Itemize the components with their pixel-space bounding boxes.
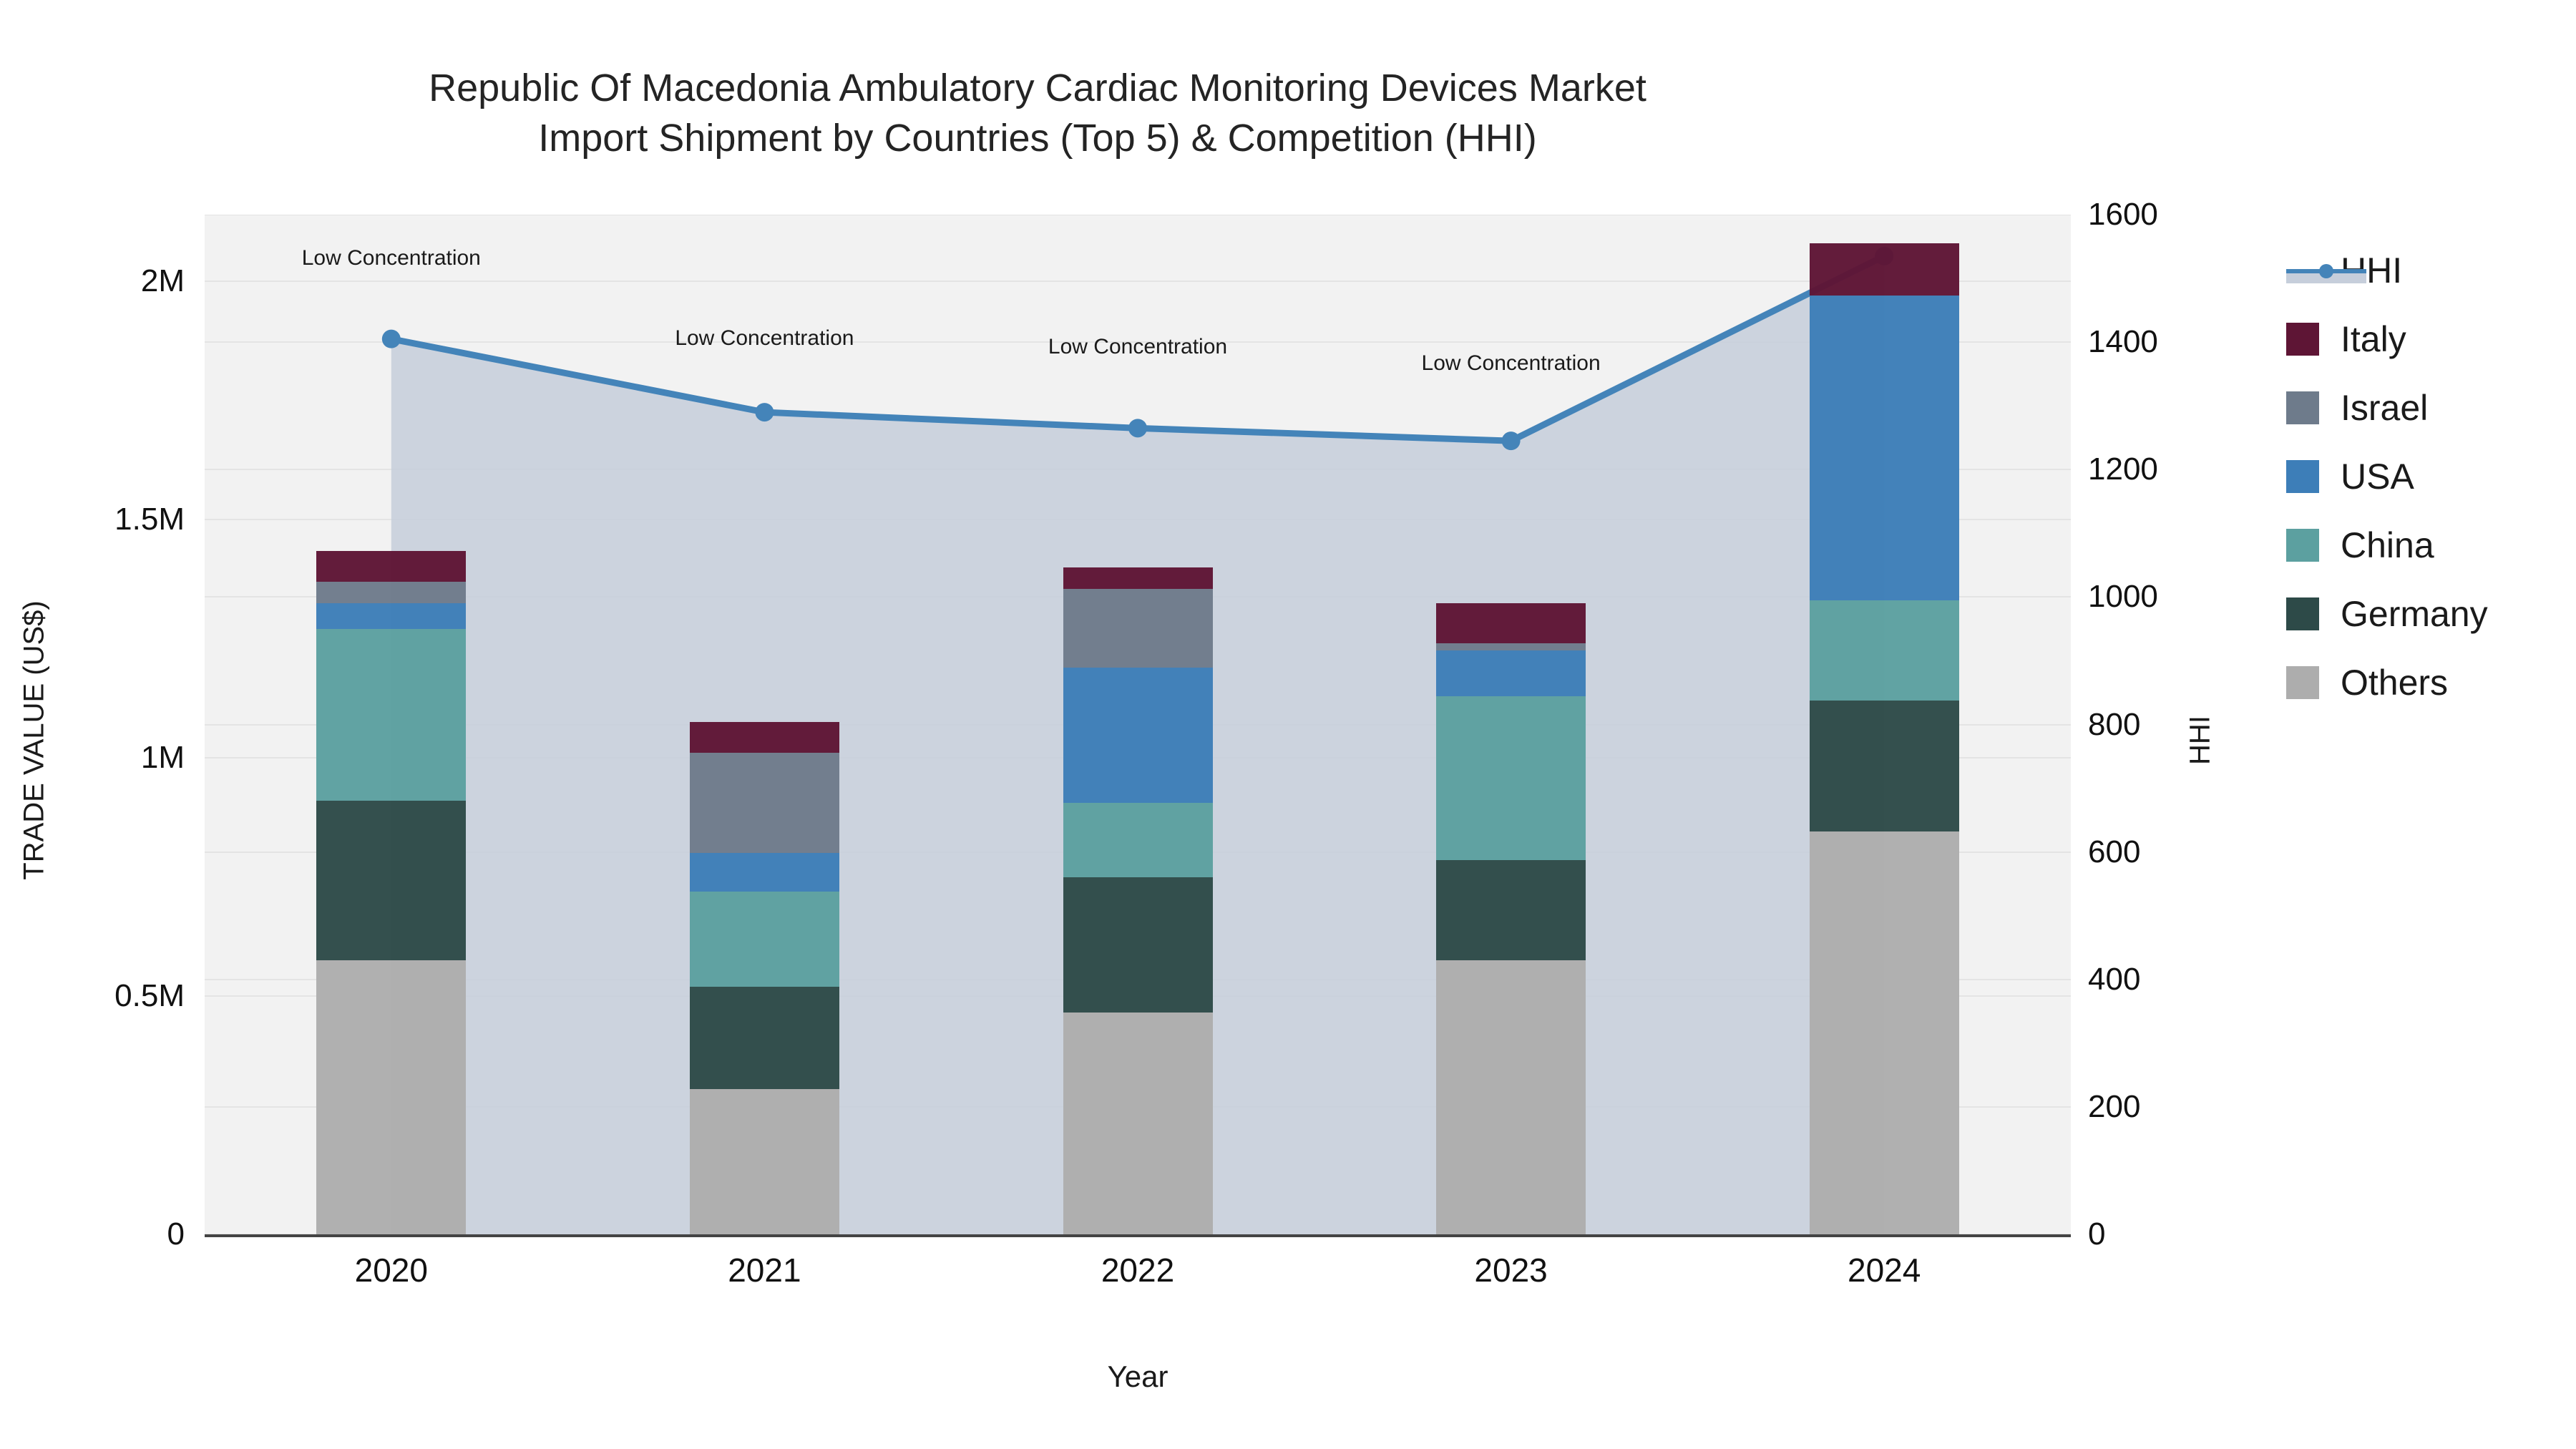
- bar-segment-usa[interactable]: [1436, 650, 1586, 696]
- legend-item-others[interactable]: Others: [2286, 648, 2572, 717]
- legend-line-icon: [2286, 254, 2366, 287]
- legend-swatch-icon: [2286, 391, 2319, 424]
- bar-segment-germany[interactable]: [689, 986, 839, 1089]
- hhi-marker: [1501, 431, 1521, 451]
- legend-swatch-icon: [2286, 597, 2319, 630]
- bar-segment-usa[interactable]: [689, 853, 839, 892]
- y-right-tick: 400: [2088, 961, 2141, 997]
- x-tick-2020: 2020: [354, 1252, 428, 1289]
- y-left-tick: 1.5M: [114, 502, 185, 537]
- bar-segment-others[interactable]: [1436, 960, 1586, 1234]
- y-left-tick: 0: [167, 1216, 185, 1252]
- bar-stack-2022[interactable]: [1063, 567, 1213, 1234]
- y-right-tick: 1600: [2088, 197, 2158, 232]
- legend-swatch-icon: [2286, 323, 2319, 356]
- bar-segment-others[interactable]: [689, 1088, 839, 1234]
- legend-swatch-icon: [2286, 666, 2319, 699]
- hhi-annotation-2021: Low Concentration: [675, 326, 854, 351]
- legend-label: USA: [2341, 457, 2414, 497]
- bar-segment-others[interactable]: [1809, 831, 1959, 1234]
- bar-segment-israel[interactable]: [316, 581, 467, 603]
- bar-segment-italy[interactable]: [1063, 567, 1213, 589]
- gridline: [205, 280, 2071, 283]
- page-title: Republic Of Macedonia Ambulatory Cardiac…: [429, 67, 1646, 160]
- y-right-tick: 800: [2088, 706, 2141, 742]
- bar-segment-germany[interactable]: [1436, 860, 1586, 961]
- hhi-marker: [1128, 419, 1147, 438]
- hhi-marker: [381, 329, 401, 348]
- bar-stack-2024[interactable]: [1809, 243, 1959, 1234]
- bar-segment-usa[interactable]: [1063, 667, 1213, 804]
- bar-segment-others[interactable]: [1063, 1013, 1213, 1234]
- legend: HHI Italy Israel USA China Germany Others: [2286, 236, 2572, 717]
- hhi-annotation-2022: Low Concentration: [1048, 335, 1228, 359]
- y-right-tick: 1400: [2088, 324, 2158, 360]
- hhi-annotation-2020: Low Concentration: [301, 245, 481, 270]
- legend-item-italy[interactable]: Italy: [2286, 305, 2572, 374]
- legend-label: Germany: [2341, 594, 2488, 634]
- bar-segment-usa[interactable]: [316, 602, 467, 630]
- legend-item-china[interactable]: China: [2286, 511, 2572, 580]
- y-left-tick: 1M: [140, 740, 185, 776]
- x-axis-title: Year: [1107, 1360, 1169, 1393]
- y-axis-right-title: HHI: [2184, 716, 2216, 765]
- bar-segment-israel[interactable]: [1063, 588, 1213, 668]
- bar-stack-2020[interactable]: [316, 550, 467, 1234]
- bar-segment-italy[interactable]: [316, 550, 467, 582]
- bar-segment-germany[interactable]: [1063, 877, 1213, 1013]
- legend-label: Others: [2341, 663, 2449, 703]
- legend-item-israel[interactable]: Israel: [2286, 374, 2572, 442]
- legend-item-usa[interactable]: USA: [2286, 442, 2572, 511]
- bar-segment-china[interactable]: [1436, 696, 1586, 861]
- x-tick-2023: 2023: [1474, 1252, 1548, 1289]
- y-right-tick: 1200: [2088, 452, 2158, 487]
- y-right-tick: 0: [2088, 1216, 2106, 1252]
- bar-segment-china[interactable]: [1063, 803, 1213, 877]
- y-right-tick: 600: [2088, 834, 2141, 869]
- bar-segment-china[interactable]: [316, 629, 467, 801]
- bar-segment-italy[interactable]: [689, 722, 839, 753]
- y-right-tick: 1000: [2088, 579, 2158, 615]
- legend-swatch-icon: [2286, 529, 2319, 562]
- bar-segment-usa[interactable]: [1809, 296, 1959, 601]
- y-left-tick: 0.5M: [114, 978, 185, 1014]
- bar-segment-others[interactable]: [316, 960, 467, 1234]
- bar-segment-china[interactable]: [689, 891, 839, 987]
- bar-segment-germany[interactable]: [316, 801, 467, 961]
- bar-stack-2021[interactable]: [689, 722, 839, 1234]
- x-axis-line: [205, 1234, 2071, 1237]
- y-axis-left-title: TRADE VALUE (US$): [18, 600, 50, 880]
- legend-swatch-icon: [2286, 460, 2319, 493]
- x-tick-2021: 2021: [728, 1252, 801, 1289]
- bar-segment-italy[interactable]: [1436, 602, 1586, 644]
- legend-item-hhi[interactable]: HHI: [2286, 236, 2572, 305]
- bar-segment-italy[interactable]: [1809, 243, 1959, 296]
- plot-area: Low Concentration Low Concentration Low Co…: [205, 215, 2071, 1234]
- gridline: [205, 341, 2071, 343]
- legend-label: Italy: [2341, 319, 2406, 359]
- bar-segment-israel[interactable]: [689, 753, 839, 854]
- x-tick-2022: 2022: [1101, 1252, 1175, 1289]
- legend-label: Israel: [2341, 388, 2429, 428]
- legend-item-germany[interactable]: Germany: [2286, 580, 2572, 648]
- legend-label: China: [2341, 525, 2434, 565]
- hhi-marker: [755, 403, 774, 422]
- bar-segment-israel[interactable]: [1436, 643, 1586, 651]
- bar-segment-china[interactable]: [1809, 600, 1959, 701]
- y-right-tick: 200: [2088, 1088, 2141, 1124]
- hhi-annotation-2023: Low Concentration: [1421, 351, 1601, 376]
- bar-segment-germany[interactable]: [1809, 701, 1959, 832]
- y-left-tick: 2M: [140, 263, 185, 299]
- x-tick-2024: 2024: [1848, 1252, 1921, 1289]
- bar-stack-2023[interactable]: [1436, 602, 1586, 1234]
